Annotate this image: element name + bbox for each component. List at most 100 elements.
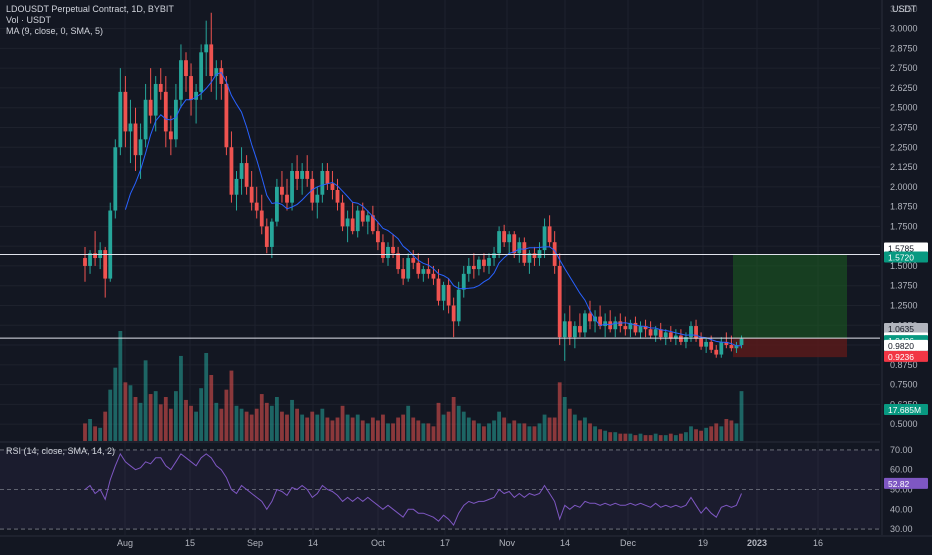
time-tick-label: 15: [185, 538, 195, 548]
volume-bar: [502, 417, 507, 441]
time-tick-label: Dec: [620, 538, 637, 548]
candle-body: [239, 163, 244, 179]
candle-body: [471, 265, 476, 270]
candle-body: [421, 269, 426, 274]
volume-bar: [643, 435, 648, 441]
stop-price-tag-2-bg: [884, 350, 928, 362]
candle-body: [381, 242, 385, 259]
volume-bar: [431, 426, 436, 441]
candle-body: [123, 91, 128, 132]
price-tick-label: 2.3750: [890, 122, 918, 132]
candle-body: [264, 226, 269, 247]
volume-bar: [699, 430, 703, 441]
volume-bar: [365, 423, 370, 441]
candle-body: [482, 259, 486, 266]
volume-bar: [290, 399, 294, 441]
volume-bar: [487, 423, 491, 441]
target-zone: [733, 254, 847, 339]
volume-bar: [386, 423, 390, 441]
candle-body: [451, 305, 456, 322]
volume-bar: [345, 414, 350, 441]
volume-bar: [714, 423, 719, 441]
volume-bar: [93, 426, 97, 441]
volume-bar: [174, 391, 178, 441]
volume-bar: [482, 426, 486, 441]
time-tick-label: Sep: [247, 538, 263, 548]
volume-legend: Vol · USDT: [6, 15, 52, 25]
candle-body: [734, 345, 739, 349]
candle-body: [613, 321, 618, 330]
candle-body: [623, 326, 628, 330]
volume-bar: [598, 429, 602, 441]
rsi-tick-label: 60.00: [890, 465, 913, 475]
volume-bar: [138, 402, 143, 441]
candle-body: [532, 253, 537, 259]
volume-bar: [653, 433, 658, 441]
target-price-tag-2-bg: [884, 251, 928, 263]
candle-body: [628, 322, 633, 330]
volume-bar: [103, 411, 108, 441]
candle-body: [684, 337, 688, 342]
volume-bar: [436, 402, 441, 441]
candle-body: [401, 269, 406, 279]
volume-bar: [381, 414, 385, 441]
candle-body: [446, 284, 451, 306]
volume-bar: [305, 417, 310, 441]
volume-bar: [734, 423, 739, 441]
volume-bar: [239, 408, 244, 441]
volume-bar: [628, 433, 633, 441]
price-tick-label: 1.5000: [890, 261, 918, 271]
volume-bar: [668, 433, 673, 441]
price-tags: 1.57851.57201.06351.05401.043606:09:540.…: [884, 242, 928, 489]
candle-body: [638, 326, 643, 333]
volume-bar: [471, 420, 476, 441]
price-tick-label: 0.7500: [890, 380, 918, 390]
price-tick-label: 2.6250: [890, 83, 918, 93]
candle-body: [93, 253, 97, 259]
stop-zone: [733, 338, 847, 358]
candle-body: [426, 269, 431, 274]
candle-body: [143, 99, 148, 140]
candle-body: [168, 131, 173, 140]
candle-body: [108, 210, 113, 279]
candle-body: [340, 202, 345, 227]
target-price-tag: 1.5785: [888, 244, 914, 254]
volume-bar: [264, 402, 269, 441]
volume-bar: [285, 414, 289, 441]
volume-bar: [401, 414, 406, 441]
price-tick-label: 1.8750: [890, 202, 918, 212]
volume-bar: [648, 435, 653, 441]
ma-legend: MA (9, close, 0, SMA, 5): [6, 26, 104, 36]
time-tick-label: 14: [308, 538, 318, 548]
candle-body: [542, 226, 547, 251]
candle-body: [128, 123, 133, 132]
candle-body: [113, 147, 118, 211]
candle-body: [214, 68, 219, 77]
volume-bar: [275, 397, 279, 441]
price-tick-label: 2.2500: [890, 142, 918, 152]
volume-bar: [214, 402, 219, 441]
volume-bar: [578, 420, 582, 441]
volume-bar: [229, 370, 234, 441]
price-tick-label: 1.7500: [890, 221, 918, 231]
candle-body: [300, 170, 305, 179]
candle-body: [138, 139, 143, 156]
volume-bar: [532, 426, 537, 441]
candle-body: [406, 258, 411, 279]
candle-body: [219, 68, 224, 84]
candle-body: [547, 226, 552, 243]
volume-bar: [562, 397, 567, 441]
candle-body: [179, 60, 183, 100]
target-price-tag-bg: [884, 242, 928, 254]
time-tick-label: Nov: [499, 538, 516, 548]
candle-body: [275, 186, 279, 222]
candle-body: [295, 170, 299, 179]
candle-body: [431, 273, 436, 279]
candle-body: [441, 284, 446, 301]
candle-body: [350, 218, 355, 232]
ma-line: [124, 71, 742, 347]
volume-bar: [83, 423, 87, 441]
volume-bar: [658, 435, 663, 441]
